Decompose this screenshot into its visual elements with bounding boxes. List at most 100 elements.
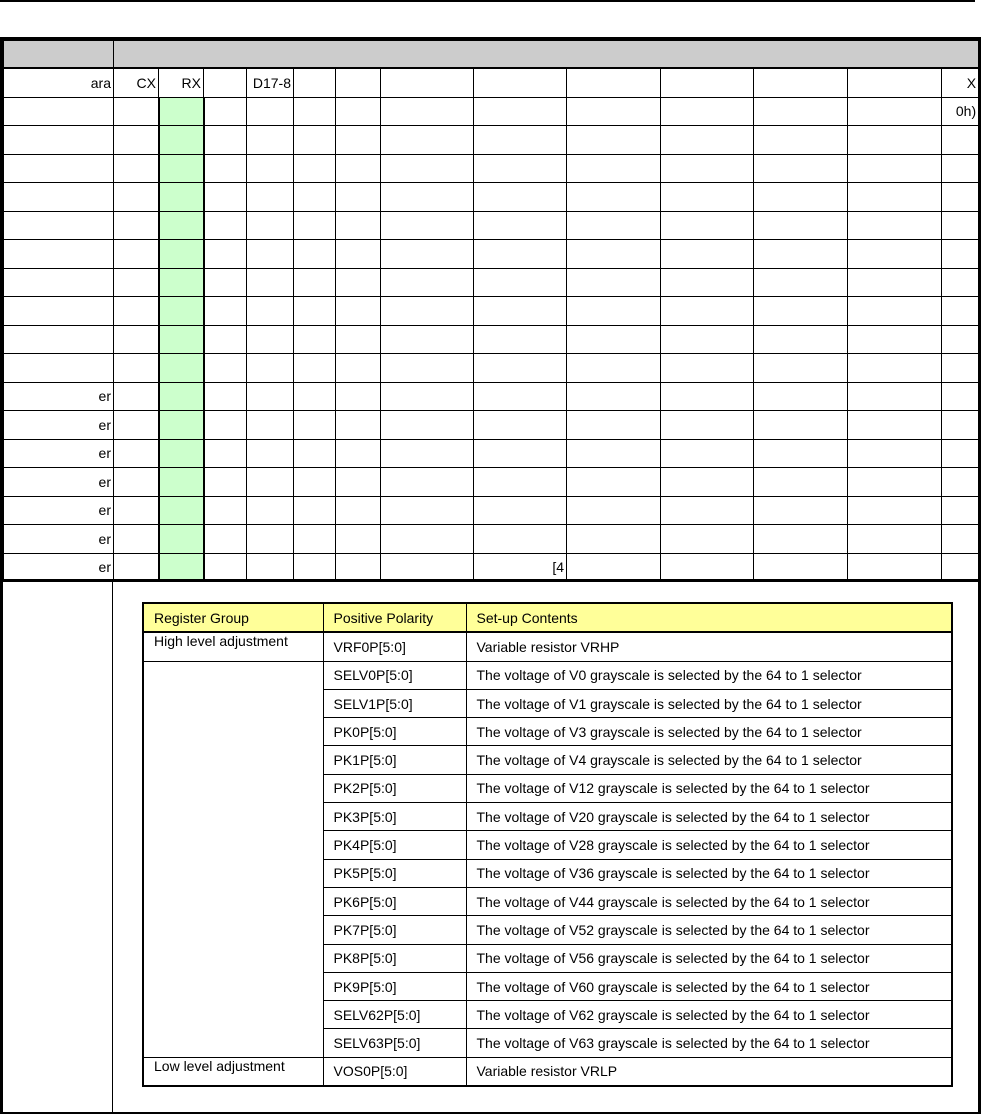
column-label-0: ara [3,67,114,98]
table-cell [113,552,159,582]
table-cell [660,410,754,440]
table-cell [847,552,942,582]
setup-row: SELV62P[5:0] The voltage of V62 grayscale… [143,1000,953,1030]
table-cell [3,239,114,269]
table-cell [660,353,754,383]
table-cell [293,381,336,411]
table-row: er [3,381,980,411]
table-cell [940,524,980,554]
table-cell [660,438,754,468]
table-cell [566,324,661,354]
table-cell [335,524,381,554]
table-row [3,324,980,354]
table-cell [203,267,247,297]
table-cell [940,552,980,582]
setup-row: PK5P[5:0] The voltage of V36 grayscale is… [143,858,953,888]
table-cell [157,96,205,126]
setup-contents-cell: The voltage of V0 grayscale is selected … [465,660,953,690]
table-row [3,296,980,326]
table-cell [753,467,848,497]
setup-contents-cell: The voltage of V4 grayscale is selected … [465,745,953,775]
column-label-12 [847,67,942,98]
setup-contents-cell: The voltage of V56 grayscale is selected… [465,943,953,973]
table-cell [113,438,159,468]
table-cell [660,267,754,297]
register-name-cell: PK4P[5:0] [322,830,467,860]
table-cell [203,438,247,468]
table-cell [157,239,205,269]
table-cell [473,182,567,212]
register-group-cell [142,660,324,1058]
setup-row: PK2P[5:0] The voltage of V12 grayscale is… [143,773,953,804]
table-cell [3,267,114,297]
table-cell [847,438,942,468]
table-cell [940,125,980,155]
table-cell [940,210,980,240]
table-cell: [4 [473,552,567,582]
table-cell [847,125,942,155]
column-label-6 [335,67,381,98]
table-cell [203,467,247,497]
table-row: er [3,410,980,440]
table-cell [473,210,567,240]
table-cell [113,495,159,525]
table-cell [753,296,848,326]
setup-row: PK7P[5:0] The voltage of V52 grayscale is… [143,915,953,945]
table-cell [246,239,294,269]
register-name-cell: PK6P[5:0] [322,886,467,917]
table-cell [246,467,294,497]
table-cell [293,552,336,582]
column-label-3 [203,67,247,98]
table-cell [940,495,980,525]
table-cell [473,239,567,269]
table-cell [660,467,754,497]
table-cell [566,210,661,240]
setup-contents-cell: The voltage of V62 grayscale is selected… [465,1000,953,1030]
table-cell [473,296,567,326]
table-cell [293,524,336,554]
table-cell [660,296,754,326]
table-cell [203,410,247,440]
table-cell [246,324,294,354]
table-cell [566,153,661,183]
table-cell [246,410,294,440]
column-label-5 [293,67,336,98]
table-row: er [3,438,980,468]
table-cell [566,381,661,411]
table-cell [847,495,942,525]
table-cell [246,125,294,155]
table-cell [473,267,567,297]
register-table-frame: ara CX RX D17-8 X 0h) er er er er er er er [4 Registe… [0,37,981,1114]
table-cell [753,495,848,525]
table-cell [113,125,159,155]
table-cell [335,552,381,582]
table-cell [157,467,205,497]
table-cell [660,495,754,525]
table-cell [566,495,661,525]
setup-contents-cell: Variable resistor VRLP [465,1056,953,1087]
table-cell [157,296,205,326]
table-cell [203,182,247,212]
table-cell [293,495,336,525]
table-cell: er [3,552,114,582]
table-cell [473,125,567,155]
table-cell [246,96,294,126]
table-cell [293,210,336,240]
table-cell [3,125,114,155]
table-cell [847,353,942,383]
top-rule [0,0,975,2]
table-cell [157,324,205,354]
table-cell [660,239,754,269]
table-cell [566,182,661,212]
table-cell [380,353,474,383]
table-cell [566,125,661,155]
table-cell [940,410,980,440]
table-row [3,267,980,297]
table-cell [660,381,754,411]
table-cell [847,153,942,183]
table-cell [335,210,381,240]
table-cell [940,324,980,354]
table-cell [566,96,661,126]
table-cell [380,410,474,440]
table-cell: er [3,467,114,497]
